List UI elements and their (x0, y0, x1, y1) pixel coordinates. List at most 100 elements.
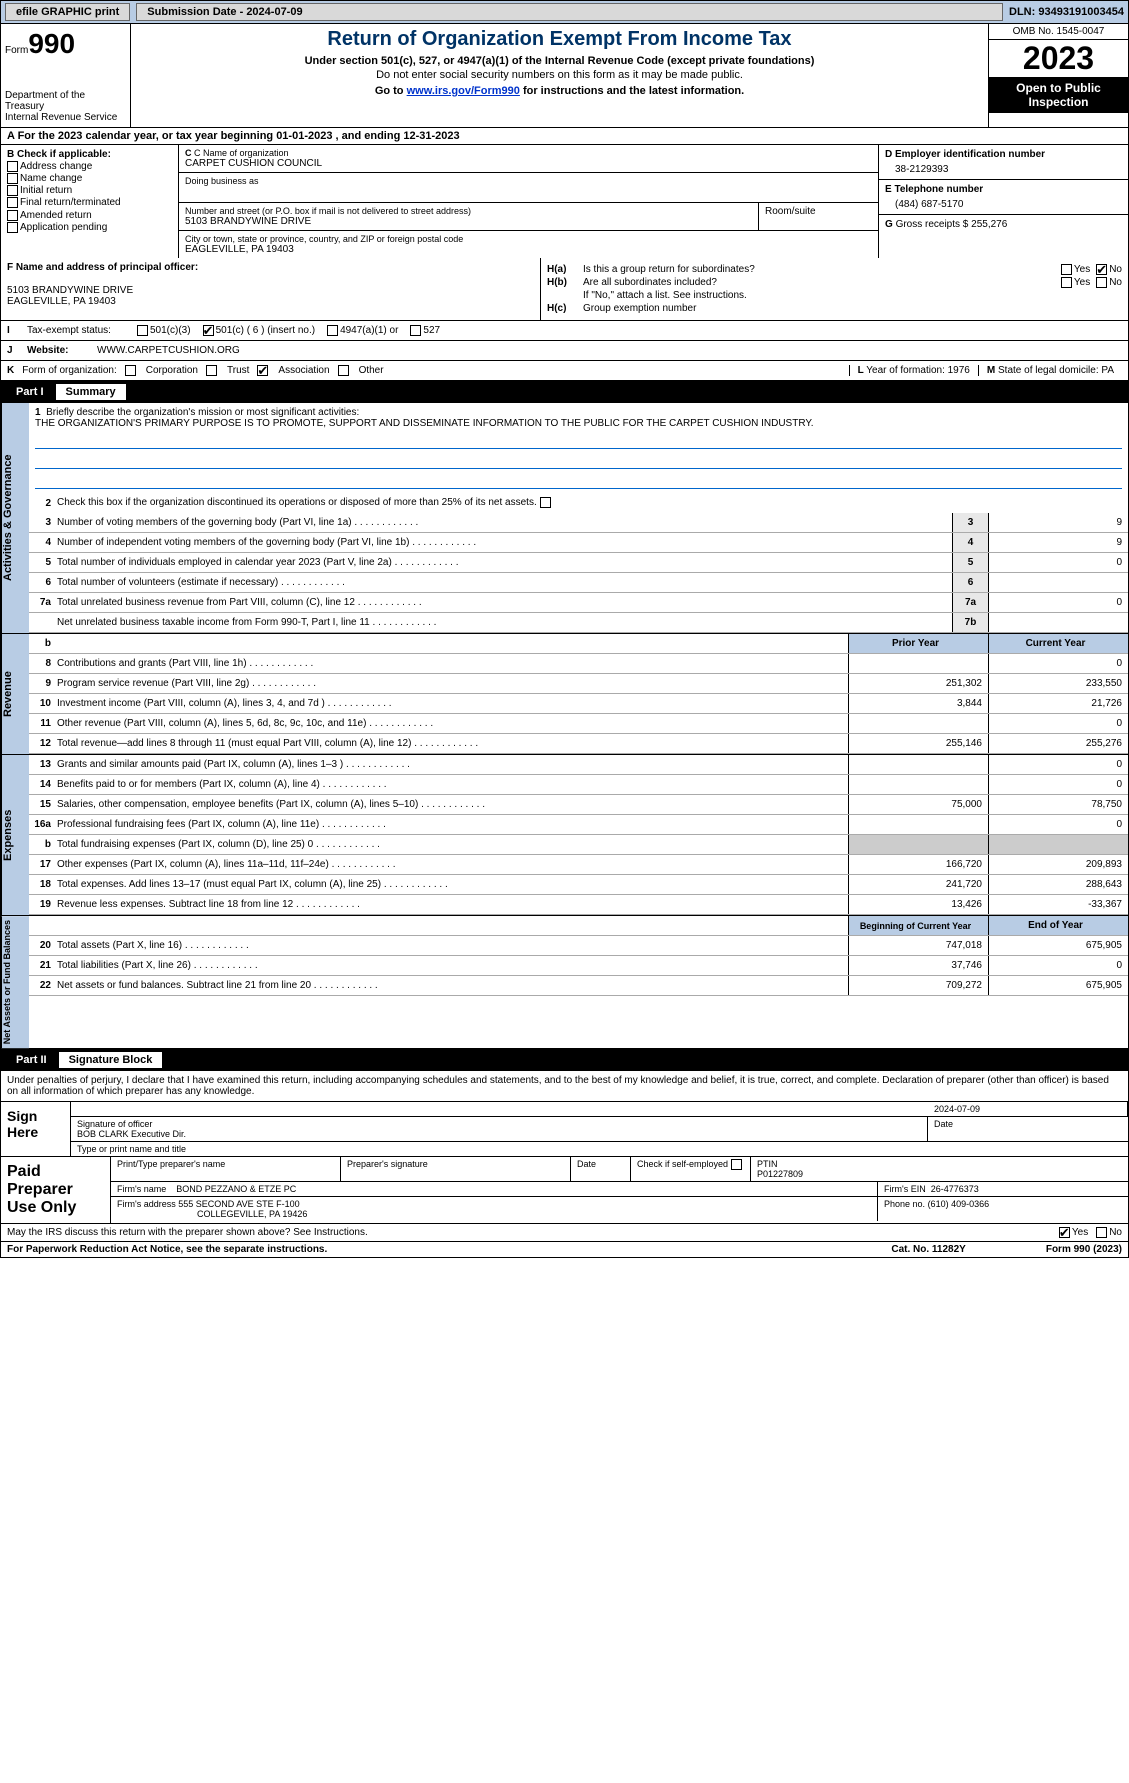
k-label: K (7, 365, 14, 376)
col-h: H(a) Is this a group return for subordin… (541, 258, 1128, 320)
chk-501c[interactable] (203, 325, 214, 336)
hb-yes-chk[interactable] (1061, 277, 1072, 288)
header-left: Form990 Department of the Treasury Inter… (1, 24, 131, 127)
city-state-zip: EAGLEVILLE, PA 19403 (185, 244, 872, 255)
chk-self-employed[interactable] (731, 1159, 742, 1170)
chk-corp[interactable] (125, 365, 136, 376)
street-address: 5103 BRANDYWINE DRIVE (185, 216, 752, 227)
ha-yes-chk[interactable] (1061, 264, 1072, 275)
begin-year-hdr: Beginning of Current Year (848, 916, 988, 935)
self-employed: Check if self-employed (631, 1157, 751, 1181)
expenses-section: Expenses 13Grants and similar amounts pa… (0, 755, 1129, 916)
dln: DLN: 93493191003454 (1009, 6, 1124, 18)
discuss-no[interactable] (1096, 1227, 1107, 1238)
part1-label: Part I (8, 386, 52, 398)
submission-date: Submission Date - 2024-07-09 (136, 3, 1003, 21)
prior-year-hdr: Prior Year (848, 634, 988, 653)
efile-button[interactable]: efile GRAPHIC print (5, 3, 130, 21)
org-name: CARPET CUSHION COUNCIL (185, 158, 872, 169)
section-b-to-g: B Check if applicable: Address change Na… (0, 145, 1129, 258)
ptin-label: PTIN (757, 1159, 778, 1169)
row-j: J Website: WWW.CARPETCUSHION.ORG (0, 341, 1129, 361)
chk-assoc[interactable] (257, 365, 268, 376)
footer-mid: Cat. No. 11282Y (891, 1244, 965, 1255)
sig-date: 2024-07-09 (928, 1102, 1128, 1116)
footer-right: Form 990 (2023) (1046, 1244, 1122, 1255)
row-klm: K Form of organization: Corporation Trus… (0, 361, 1129, 381)
i-label: I (7, 325, 27, 336)
row-f-h: F Name and address of principal officer:… (0, 258, 1129, 321)
chk-initial-return[interactable]: Initial return (7, 185, 172, 196)
ein-value: 38-2129393 (885, 160, 1122, 175)
officer-addr1: 5103 BRANDYWINE DRIVE (7, 285, 534, 296)
chk-527[interactable] (410, 325, 421, 336)
form-subtitle-2: Do not enter social security numbers on … (135, 69, 984, 81)
l-label: L (858, 365, 864, 376)
part2-label: Part II (8, 1054, 55, 1066)
g-text: Gross receipts $ (896, 219, 969, 230)
col-deg: D Employer identification number 38-2129… (878, 145, 1128, 258)
l-text: Year of formation: 1976 (866, 365, 970, 376)
header-mid: Return of Organization Exempt From Incom… (131, 24, 988, 127)
form-subtitle-3: Go to www.irs.gov/Form990 for instructio… (135, 85, 984, 97)
hb-no-chk[interactable] (1096, 277, 1107, 288)
d-ein-label: D Employer identification number (885, 149, 1122, 160)
perjury-statement: Under penalties of perjury, I declare th… (1, 1071, 1128, 1101)
ha-no-chk[interactable] (1096, 264, 1107, 275)
goto-suffix: for instructions and the latest informat… (520, 85, 744, 97)
footer-left: For Paperwork Reduction Act Notice, see … (7, 1244, 891, 1255)
l2-chk[interactable] (540, 497, 551, 508)
discuss-row: May the IRS discuss this return with the… (1, 1223, 1128, 1241)
chk-amended[interactable]: Amended return (7, 210, 172, 221)
topbar: efile GRAPHIC print Submission Date - 20… (0, 0, 1129, 24)
signature-block: Under penalties of perjury, I declare th… (0, 1071, 1129, 1242)
chk-4947[interactable] (327, 325, 338, 336)
form-title: Return of Organization Exempt From Incom… (135, 28, 984, 51)
row-i: I Tax-exempt status: 501(c)(3) 501(c) ( … (0, 321, 1129, 341)
prep-sig-label: Preparer's signature (341, 1157, 571, 1181)
sig-officer-label: Signature of officer (77, 1119, 921, 1129)
header-right: OMB No. 1545-0047 2023 Open to Public In… (988, 24, 1128, 127)
side-netassets: Net Assets or Fund Balances (1, 916, 29, 1048)
row-a-calendar: A For the 2023 calendar year, or tax yea… (0, 128, 1129, 145)
ha-text: Is this a group return for subordinates? (583, 264, 1061, 275)
paid-preparer-label: Paid Preparer Use Only (1, 1157, 111, 1223)
firm-addr2: COLLEGEVILLE, PA 19426 (197, 1209, 307, 1219)
m-label: M (987, 365, 995, 376)
j-label: J (7, 345, 27, 356)
firm-addr1: 555 SECOND AVE STE F-100 (178, 1199, 299, 1209)
tax-year: 2023 (989, 40, 1128, 77)
date-label: Date (928, 1117, 1128, 1141)
addr-label: Number and street (or P.O. box if mail i… (185, 206, 752, 216)
dba-label: Doing business as (185, 176, 872, 186)
m-text: State of legal domicile: PA (998, 365, 1114, 376)
chk-name-change[interactable]: Name change (7, 173, 172, 184)
chk-other[interactable] (338, 365, 349, 376)
hb-label: H(b) (547, 277, 583, 288)
hc-label: H(c) (547, 303, 583, 314)
irs-link[interactable]: www.irs.gov/Form990 (407, 85, 520, 97)
side-activities: Activities & Governance (1, 403, 29, 633)
i-text: Tax-exempt status: (27, 325, 137, 336)
dept-treasury: Department of the Treasury (5, 90, 126, 112)
chk-trust[interactable] (206, 365, 217, 376)
part1-header: Part I Summary (0, 381, 1129, 403)
part2-title: Signature Block (59, 1052, 163, 1068)
revenue-section: Revenue bPrior YearCurrent Year 8Contrib… (0, 634, 1129, 755)
hb-note: If "No," attach a list. See instructions… (583, 290, 747, 301)
prep-date-label: Date (571, 1157, 631, 1181)
discuss-yes[interactable] (1059, 1227, 1070, 1238)
city-label: City or town, state or province, country… (185, 234, 872, 244)
netassets-section: Net Assets or Fund Balances Beginning of… (0, 916, 1129, 1049)
e-phone-label: E Telephone number (885, 184, 1122, 195)
l2-text: Check this box if the organization disco… (57, 495, 1128, 510)
chk-pending[interactable]: Application pending (7, 222, 172, 233)
chk-final-return[interactable]: Final return/terminated (7, 197, 172, 208)
chk-501c3[interactable] (137, 325, 148, 336)
chk-address-change[interactable]: Address change (7, 161, 172, 172)
discuss-text: May the IRS discuss this return with the… (7, 1227, 1059, 1238)
room-suite: Room/suite (758, 203, 878, 231)
form-subtitle-1: Under section 501(c), 527, or 4947(a)(1)… (135, 55, 984, 67)
part2-header: Part II Signature Block (0, 1049, 1129, 1071)
curr-year-hdr: Current Year (988, 634, 1128, 653)
